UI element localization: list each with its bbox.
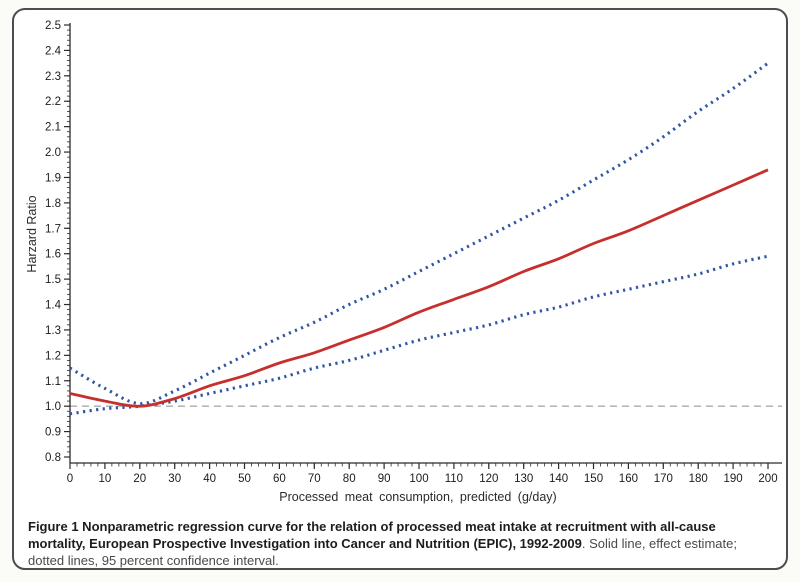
x-tick-label: 60 (273, 473, 286, 485)
y-tick-label: 2.1 (45, 122, 61, 134)
y-tick-label: 2.4 (45, 45, 62, 57)
series-effect-estimate (69, 168, 769, 408)
y-tick-label: 1.7 (45, 223, 61, 235)
x-tick-label: 130 (514, 473, 533, 485)
y-tick-label: 1.9 (45, 172, 61, 184)
x-tick-label: 20 (133, 473, 146, 485)
y-tick-label: 1.2 (45, 350, 61, 362)
regression-chart: 0.8 0.9 1.0 1.1 1.2 1.3 1.4 1.5 1.6 1.7 1.8 1.9 2.0 2… (16, 12, 784, 514)
y-tick-label: 1.8 (45, 198, 61, 210)
y-tick-label: 1.6 (45, 249, 61, 261)
x-tick-label: 190 (724, 473, 743, 485)
y-tick-label: 1.5 (45, 274, 61, 286)
x-tick-label: 110 (445, 473, 463, 485)
x-tick-label: 50 (238, 473, 251, 485)
y-axis-label: Harzard Ratio (25, 195, 39, 272)
y-tick-label: 0.9 (45, 427, 61, 439)
x-tick-label: 100 (409, 473, 428, 485)
y-tick-label: 2.5 (45, 20, 61, 32)
series-95-percent-confidence-interval-lower (69, 254, 769, 416)
caption-bold-text: Figure 1 Nonparametric regression curve … (28, 519, 716, 552)
y-tick-label: 1.0 (45, 401, 61, 413)
figure-caption: Figure 1 Nonparametric regression curve … (16, 516, 784, 569)
chart-canvas: 0.8 0.9 1.0 1.1 1.2 1.3 1.4 1.5 1.6 1.7 1.8 1.9 2.0 2… (25, 20, 782, 504)
y-tick-label: 1.3 (45, 325, 61, 337)
y-tick-label: 2.3 (45, 71, 61, 83)
x-tick-label: 70 (308, 473, 321, 485)
x-tick-label: 120 (479, 473, 498, 485)
y-tick-label: 2.0 (45, 147, 61, 159)
x-tick-label: 150 (584, 473, 603, 485)
caption-normal-text: . Solid line, effect estimate; dotted li… (28, 536, 737, 569)
y-tick-label: 0.8 (45, 452, 61, 464)
x-tick-label: 200 (758, 473, 777, 485)
figure-panel: 0.8 0.9 1.0 1.1 1.2 1.3 1.4 1.5 1.6 1.7 1.8 1.9 2.0 2… (12, 8, 788, 570)
y-tick-label: 2.2 (45, 96, 61, 108)
x-tick-label: 170 (654, 473, 673, 485)
x-tick-label: 0 (67, 473, 73, 485)
y-tick-label: 1.1 (45, 376, 61, 388)
x-tick-label: 140 (549, 473, 568, 485)
y-tick-label: 1.4 (45, 300, 62, 312)
x-axis-label: Processed meat consumption, predicted (g… (279, 490, 556, 504)
x-tick-label: 40 (203, 473, 216, 485)
x-tick-label: 10 (99, 473, 112, 485)
x-tick-label: 180 (689, 473, 708, 485)
x-tick-label: 160 (619, 473, 638, 485)
x-tick-label: 30 (168, 473, 181, 485)
x-tick-label: 80 (343, 473, 356, 485)
series-95-percent-confidence-interval-upper (69, 61, 769, 406)
x-tick-label: 90 (378, 473, 391, 485)
